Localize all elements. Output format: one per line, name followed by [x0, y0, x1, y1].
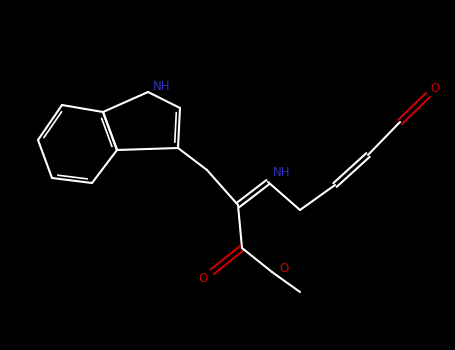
Text: O: O	[430, 82, 440, 95]
Text: O: O	[198, 272, 207, 285]
Text: NH: NH	[153, 79, 171, 92]
Text: NH: NH	[273, 167, 291, 180]
Text: O: O	[279, 261, 288, 274]
